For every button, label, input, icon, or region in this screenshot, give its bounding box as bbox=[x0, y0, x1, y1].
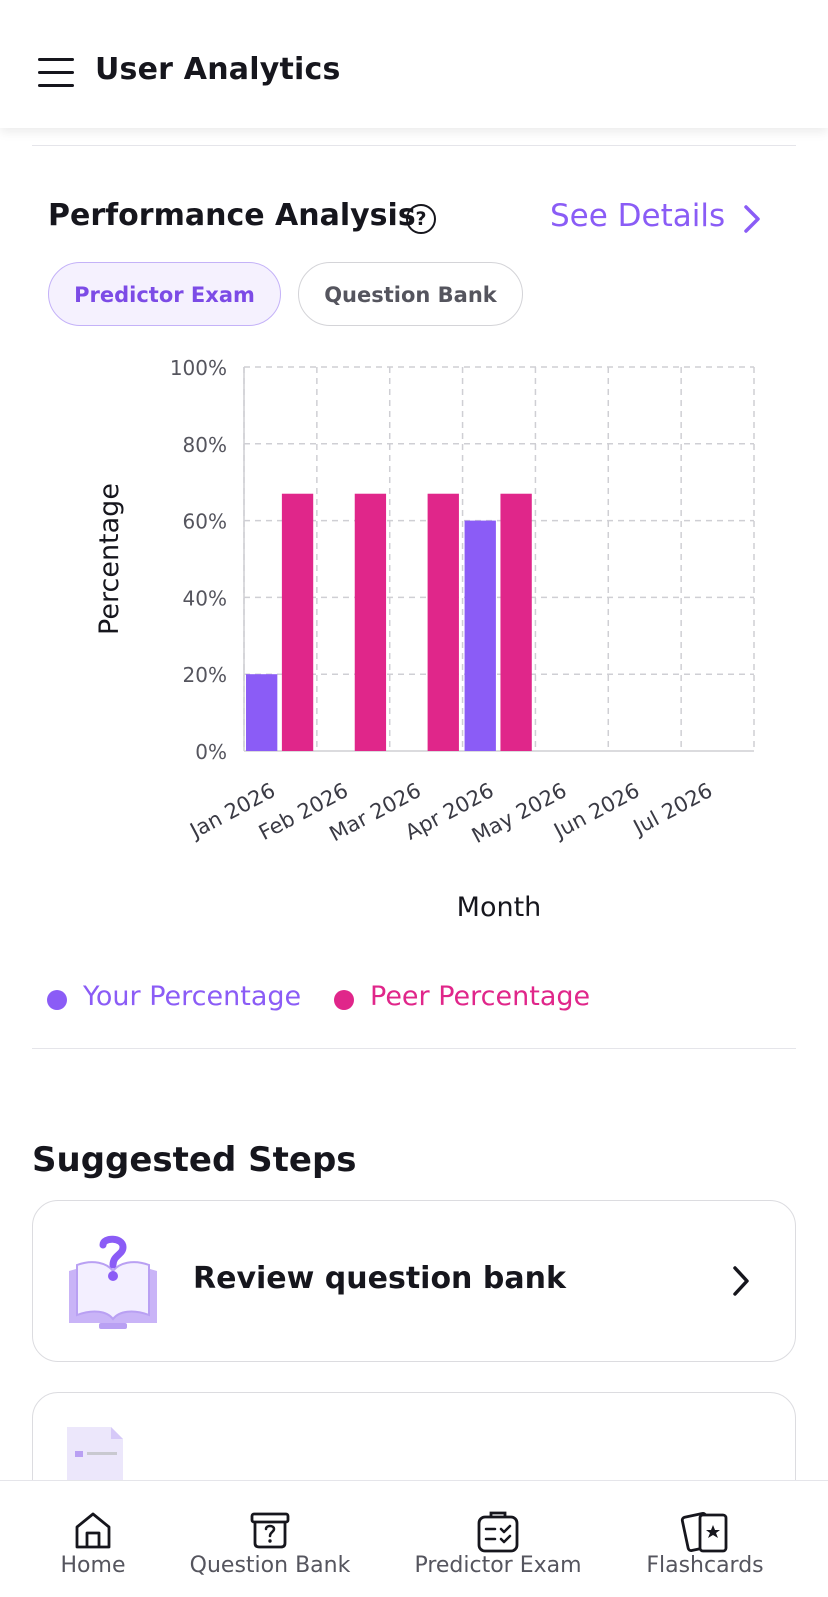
y-tick-label: 20% bbox=[183, 663, 227, 687]
bar-your bbox=[246, 674, 278, 751]
x-tick-label: Jul 2026 bbox=[628, 778, 716, 840]
see-details-link[interactable]: See Details bbox=[550, 198, 726, 234]
bottom-nav: Home Question Bank Predictor Exam Flashc… bbox=[0, 1480, 828, 1597]
page-title: User Analytics bbox=[95, 52, 341, 87]
divider bbox=[32, 1048, 796, 1049]
performance-title: Performance Analysis bbox=[48, 198, 416, 233]
document-icon bbox=[67, 1427, 123, 1483]
question-circle-icon[interactable]: ? bbox=[406, 204, 436, 234]
nav-label: Predictor Exam bbox=[414, 1553, 582, 1578]
home-icon bbox=[75, 1512, 111, 1549]
book-question-icon bbox=[69, 1235, 157, 1329]
y-tick-label: 40% bbox=[183, 586, 227, 610]
legend-dot-peer bbox=[334, 990, 354, 1010]
chevron-right-icon bbox=[733, 1266, 749, 1296]
nav-flashcards[interactable]: Flashcards bbox=[630, 1481, 780, 1597]
suggested-step-card[interactable]: Review question bank bbox=[32, 1200, 796, 1362]
legend-your-percentage[interactable]: Your Percentage bbox=[83, 981, 302, 1012]
nav-question-bank[interactable]: Question Bank bbox=[180, 1481, 360, 1597]
nav-label: Flashcards bbox=[646, 1553, 764, 1578]
nav-home[interactable]: Home bbox=[30, 1481, 156, 1597]
tab-question-bank[interactable]: Question Bank bbox=[298, 262, 523, 326]
y-tick-label: 0% bbox=[195, 740, 227, 764]
predictor-exam-icon bbox=[477, 1511, 519, 1553]
nav-predictor-exam[interactable]: Predictor Exam bbox=[398, 1481, 598, 1597]
x-axis-title: Month bbox=[457, 892, 542, 923]
bar-peer bbox=[500, 493, 532, 751]
y-tick-label: 60% bbox=[183, 510, 227, 534]
divider bbox=[32, 145, 796, 146]
chevron-right-icon[interactable] bbox=[742, 204, 762, 234]
bar-peer bbox=[427, 493, 459, 751]
card-title: Review question bank bbox=[193, 1261, 566, 1296]
nav-label: Home bbox=[60, 1553, 126, 1578]
legend-dot-your bbox=[47, 990, 67, 1010]
bar-your bbox=[464, 520, 496, 751]
question-bank-icon bbox=[250, 1512, 290, 1549]
y-tick-label: 100% bbox=[170, 356, 227, 380]
legend-peer-percentage[interactable]: Peer Percentage bbox=[370, 981, 591, 1012]
tab-predictor-exam[interactable]: Predictor Exam bbox=[48, 262, 281, 326]
bar-peer bbox=[281, 493, 314, 751]
suggested-steps-title: Suggested Steps bbox=[32, 1140, 357, 1180]
app-header: User Analytics bbox=[0, 0, 828, 128]
hamburger-menu-icon[interactable] bbox=[38, 58, 74, 88]
bar-peer bbox=[354, 493, 387, 751]
flashcards-icon bbox=[680, 1512, 728, 1553]
nav-label: Question Bank bbox=[189, 1553, 351, 1578]
y-tick-label: 80% bbox=[183, 433, 227, 457]
y-axis-title: Percentage bbox=[94, 483, 125, 635]
